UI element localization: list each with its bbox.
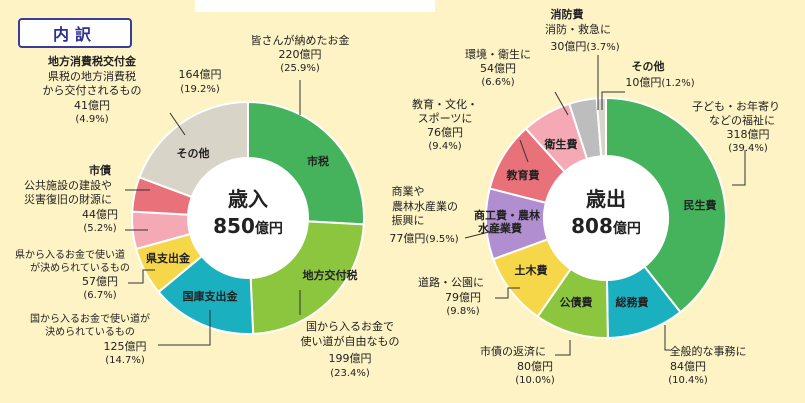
seg-label-commerce-2: 水産業費: [478, 221, 522, 235]
note-debt-amount: 80億円: [517, 360, 553, 373]
seg-label-prefectural-subsidy: 県支出金: [146, 251, 191, 265]
note-other-rev-pct: (19.2%): [180, 84, 220, 95]
seg-label-city-tax: 市税: [307, 154, 329, 168]
note-civil-amount: 79億円: [445, 291, 481, 304]
note-ga-pct: (10.4%): [668, 375, 708, 386]
note-ga-desc: 全般的な事務に: [670, 344, 747, 358]
note-pref-desc1: 県から入るお金で使い道: [15, 248, 125, 261]
note-other-exp-title: その他: [632, 59, 665, 73]
note-city-tax-desc: 皆さんが納めたお金: [251, 33, 350, 47]
revenue-leader-lines: [125, 80, 301, 346]
note-lct-amount: 41億円: [74, 99, 110, 112]
note-commerce-desc3: 振興に: [392, 213, 425, 227]
expenditure-center-total: 808億円: [571, 214, 641, 238]
note-pref-desc2: が決められているもの: [30, 261, 130, 274]
seg-label-commerce-1: 商工費・農林: [474, 208, 540, 222]
note-lat-amount: 199億円: [329, 352, 372, 365]
note-edu-pct: (9.4%): [428, 141, 461, 152]
revenue-donut: [131, 100, 365, 335]
revenue-center-total: 850億円: [213, 214, 283, 238]
note-bond-desc2: 災害復旧の財源に: [24, 192, 112, 206]
note-welfare-desc1: 子ども・お年寄り: [692, 99, 780, 113]
note-commerce-desc1: 商業や: [392, 184, 425, 198]
note-lct-desc2: から交付されるもの: [43, 83, 142, 97]
note-fire-amount-row: 30億円(3.7%): [550, 40, 619, 53]
breakdown-header: 内訳: [18, 18, 132, 48]
seg-label-national-subsidy: 国庫支出金: [183, 289, 239, 303]
note-civil-pct: (9.8%): [446, 306, 479, 317]
expenditure-donut: [485, 96, 727, 340]
note-nat-desc2: 決められているもの: [45, 326, 135, 338]
note-debt-desc: 市債の返済に: [480, 344, 546, 358]
note-city-tax-amount: 220億円: [279, 48, 322, 61]
note-fire-title: 消防費: [551, 7, 584, 21]
note-welfare-pct: (39.4%): [728, 143, 768, 154]
note-civil-desc: 道路・公園に: [418, 275, 484, 289]
note-lat-desc1: 国から入るお金で: [306, 319, 394, 333]
seg-label-health: 衛生費: [544, 137, 578, 151]
note-health-pct: (6.6%): [481, 77, 514, 88]
note-pref-pct: (6.7%): [83, 290, 116, 301]
note-nat-pct: (14.7%): [105, 355, 145, 366]
note-edu-desc2: スポーツに: [418, 112, 473, 125]
seg-label-civil: 土木費: [515, 263, 548, 277]
note-other-rev-amount: 164億円: [179, 68, 222, 81]
note-lct-title: 地方消費税交付金: [48, 54, 137, 68]
note-ga-amount: 84億円: [670, 360, 706, 373]
note-bond-amount: 44億円: [82, 208, 118, 221]
revenue-center-title: 歳入: [228, 187, 268, 211]
note-lat-desc2: 使い道が自由なもの: [301, 334, 400, 348]
white-strip: [195, 0, 435, 12]
note-city-tax-pct: (25.9%): [280, 63, 320, 74]
seg-label-debt: 公債費: [560, 295, 593, 309]
note-welfare-amount: 318億円: [727, 128, 770, 141]
note-edu-desc1: 教育・文化・: [412, 97, 478, 111]
note-debt-pct: (10.0%): [515, 375, 555, 386]
expenditure-leader-lines: [464, 55, 746, 356]
seg-label-general-affairs: 総務費: [616, 295, 649, 309]
note-nat-desc1: 国から入るお金で使い道が: [30, 312, 150, 325]
donut-hole: [544, 156, 668, 280]
note-fire-desc: 消防・救急に: [545, 22, 611, 36]
note-other-exp-amount-row: 10億円(1.2%): [625, 76, 694, 89]
note-bond-pct: (5.2%): [83, 223, 116, 234]
note-edu-amount: 76億円: [427, 126, 463, 139]
note-lct-desc1: 県税の地方消費税: [48, 69, 136, 83]
note-bond-title: 市債: [89, 163, 111, 177]
expenditure-center-title: 歳出: [586, 187, 626, 211]
note-nat-amount: 125億円: [104, 340, 147, 353]
note-health-desc: 環境・衛生に: [465, 47, 531, 61]
seg-label-local-allocation-tax: 地方交付税: [303, 268, 358, 282]
note-welfare-desc2: などの福祉に: [709, 113, 775, 127]
note-lat-pct: (23.4%): [330, 368, 370, 379]
note-commerce-amount-row: 77億円(9.5%): [389, 232, 458, 245]
note-pref-amount: 57億円: [82, 275, 118, 288]
seg-label-other-rev: その他: [177, 146, 210, 160]
seg-label-welfare: 民生費: [684, 198, 717, 212]
donut-hole: [188, 158, 308, 278]
note-commerce-desc2: 農林水産業の: [392, 199, 458, 213]
note-lct-pct: (4.9%): [75, 114, 108, 125]
note-health-amount: 54億円: [480, 62, 516, 75]
note-bond-desc1: 公共施設の建設や: [24, 178, 112, 192]
seg-label-education: 教育費: [506, 168, 540, 182]
